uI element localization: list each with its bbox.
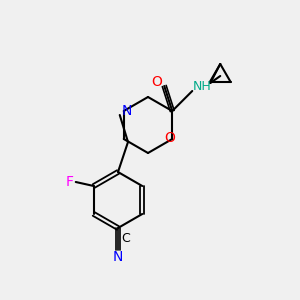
Text: O: O — [151, 75, 162, 89]
Text: C: C — [122, 232, 130, 245]
Text: N: N — [113, 250, 123, 264]
Text: N: N — [122, 104, 132, 118]
Text: F: F — [66, 175, 74, 189]
Text: NH: NH — [193, 80, 212, 94]
Text: O: O — [164, 131, 175, 145]
